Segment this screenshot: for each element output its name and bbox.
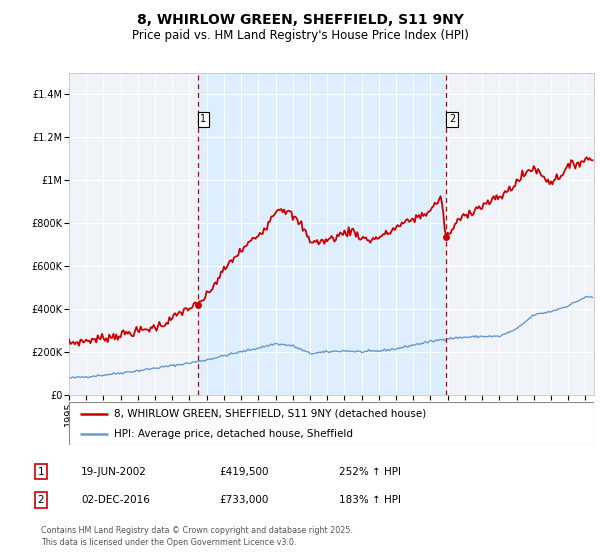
- Text: 8, WHIRLOW GREEN, SHEFFIELD, S11 9NY (detached house): 8, WHIRLOW GREEN, SHEFFIELD, S11 9NY (de…: [113, 409, 426, 419]
- Text: £733,000: £733,000: [219, 495, 268, 505]
- Text: 2: 2: [449, 114, 455, 124]
- Text: Price paid vs. HM Land Registry's House Price Index (HPI): Price paid vs. HM Land Registry's House …: [131, 29, 469, 42]
- Text: £419,500: £419,500: [219, 466, 269, 477]
- Text: 1: 1: [200, 114, 206, 124]
- Bar: [197, 73, 446, 395]
- Text: HPI: Average price, detached house, Sheffield: HPI: Average price, detached house, Shef…: [113, 430, 353, 439]
- Text: Contains HM Land Registry data © Crown copyright and database right 2025.
This d: Contains HM Land Registry data © Crown c…: [41, 526, 353, 547]
- Text: 19-JUN-2002: 19-JUN-2002: [81, 466, 147, 477]
- Text: 1: 1: [37, 466, 44, 477]
- Text: 2: 2: [37, 495, 44, 505]
- Text: 8, WHIRLOW GREEN, SHEFFIELD, S11 9NY: 8, WHIRLOW GREEN, SHEFFIELD, S11 9NY: [137, 13, 463, 27]
- Text: 183% ↑ HPI: 183% ↑ HPI: [339, 495, 401, 505]
- Text: 252% ↑ HPI: 252% ↑ HPI: [339, 466, 401, 477]
- Text: 02-DEC-2016: 02-DEC-2016: [81, 495, 150, 505]
